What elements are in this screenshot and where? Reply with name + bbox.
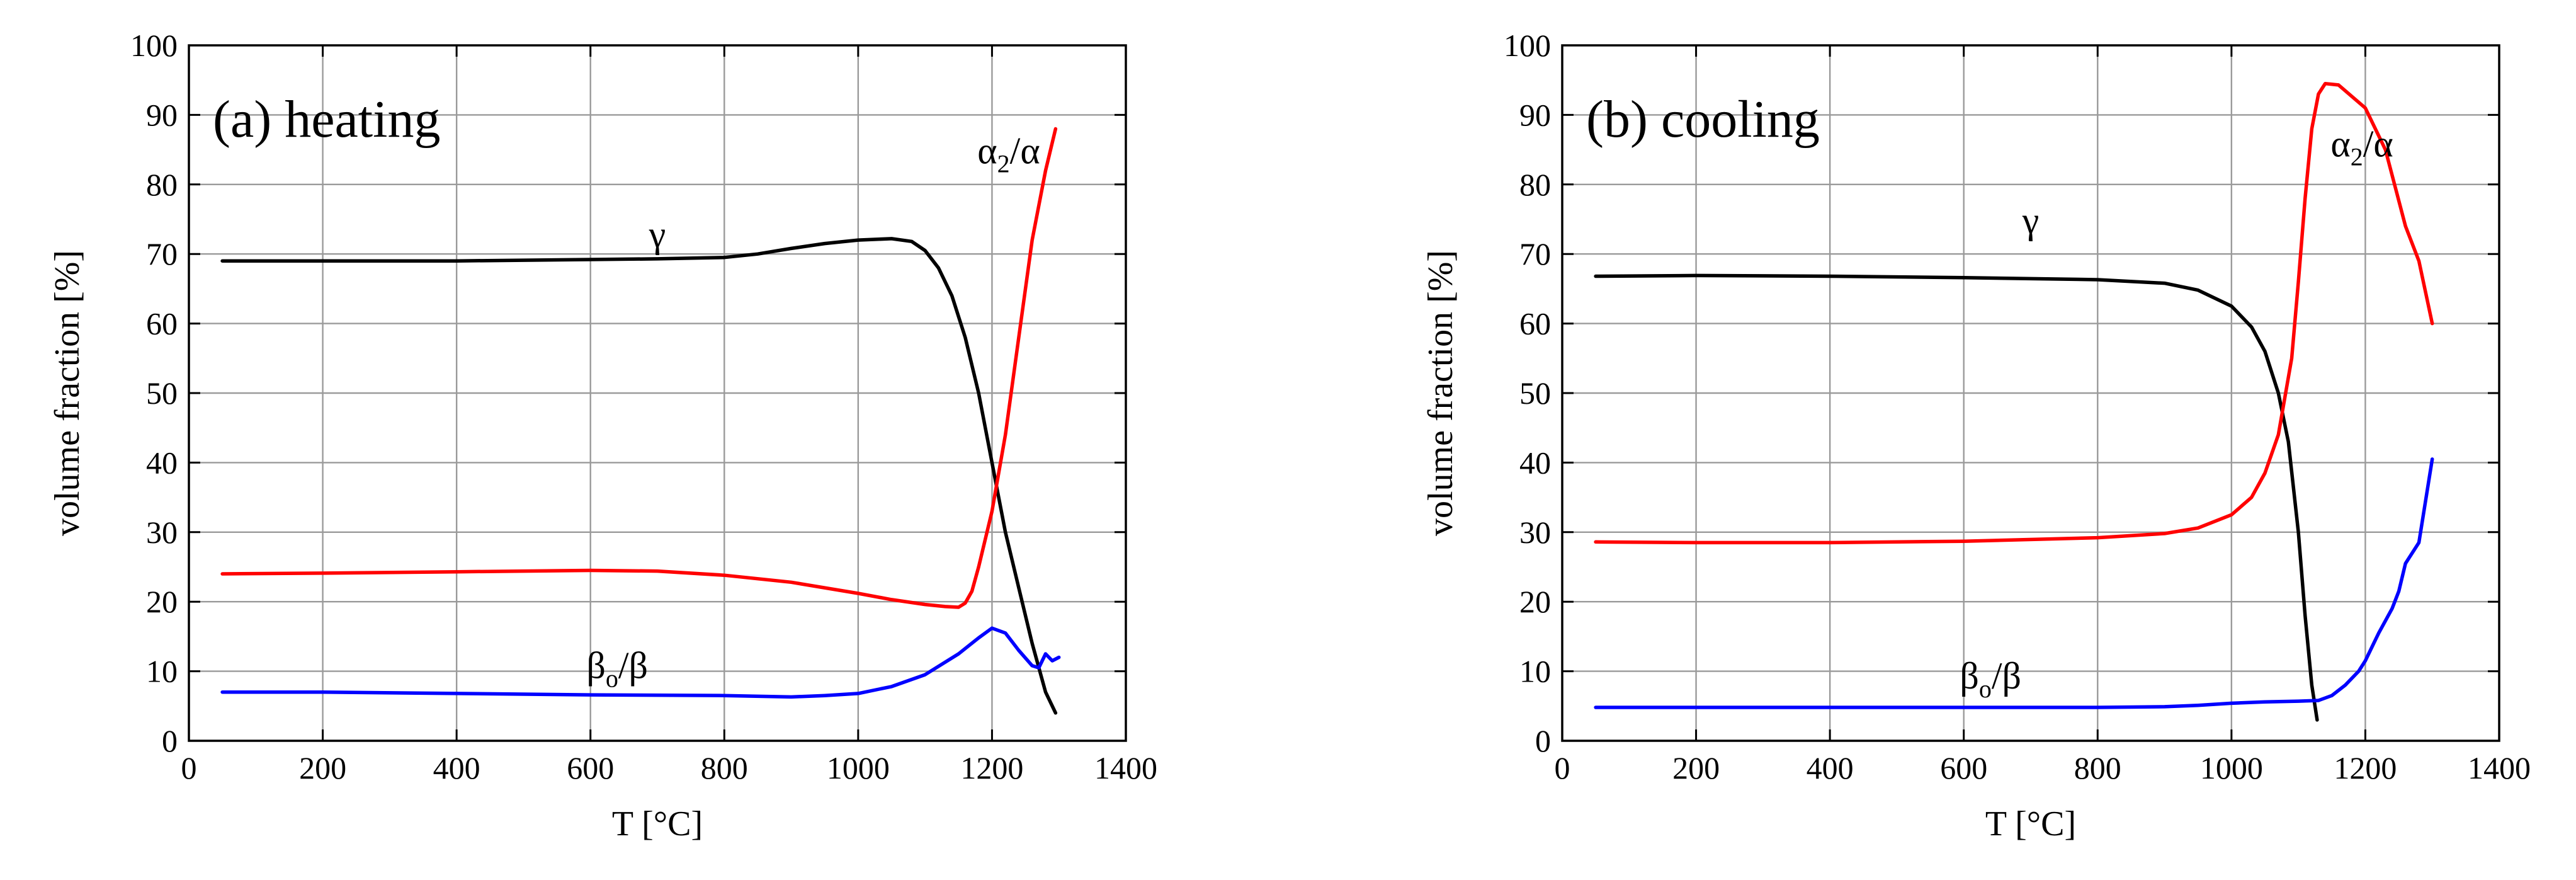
y-tick-label: 20 xyxy=(1519,584,1551,619)
y-tick-label: 50 xyxy=(1519,375,1551,411)
y-axis-label: volume fraction [%] xyxy=(1421,250,1460,536)
y-tick-label: 40 xyxy=(146,445,178,480)
y-tick-label: 60 xyxy=(146,306,178,341)
panel-title: (b) cooling xyxy=(1586,90,1820,149)
chart-panel-1: 0 200 400 600 800 1000 1200 1400 0 10 20 30 40 50 60 70… xyxy=(48,28,1157,843)
y-tick-label: 50 xyxy=(146,375,178,411)
x-tick-label: 1200 xyxy=(2334,750,2397,786)
y-tick-label: 70 xyxy=(1519,236,1551,271)
y-tick-label: 70 xyxy=(146,236,178,271)
series-line-beta xyxy=(1594,457,2434,709)
y-axis-label: volume fraction [%] xyxy=(48,250,87,536)
curve-label: βo/β xyxy=(586,645,648,693)
y-tick-label: 30 xyxy=(146,515,178,550)
panel-title: (a) heating xyxy=(213,90,440,149)
y-tick-label: 0 xyxy=(1535,723,1551,758)
x-axis-label: T [°C] xyxy=(612,804,703,843)
y-tick-label: 90 xyxy=(146,97,178,132)
x-tick-label: 0 xyxy=(181,750,197,786)
x-tick-label: 1400 xyxy=(2468,750,2531,786)
x-tick-label: 800 xyxy=(701,750,748,786)
y-tick-label: 80 xyxy=(1519,167,1551,202)
curve-label: α2/α xyxy=(2330,123,2393,171)
curve-label: γ xyxy=(649,214,666,255)
curve-label: βo/β xyxy=(1960,655,2021,703)
y-tick-label: 80 xyxy=(146,167,178,202)
x-tick-label: 400 xyxy=(1807,750,1854,786)
x-tick-label: 600 xyxy=(567,750,614,786)
y-tick-label: 90 xyxy=(1519,97,1551,132)
x-tick-label: 600 xyxy=(1940,750,1987,786)
y-tick-label: 100 xyxy=(130,28,178,63)
x-tick-label: 1400 xyxy=(1094,750,1157,786)
series-line-beta xyxy=(220,626,1061,699)
y-tick-label: 60 xyxy=(1519,306,1551,341)
y-tick-label: 0 xyxy=(162,723,178,758)
chart-panel-2: 0 200 400 600 800 1000 1200 1400 0 10 20 30 40 50 60 70… xyxy=(1421,28,2531,843)
x-tick-label: 200 xyxy=(1672,750,1720,786)
x-tick-label: 200 xyxy=(299,750,346,786)
series-line-gamma xyxy=(1594,273,2319,722)
y-tick-label: 10 xyxy=(1519,654,1551,689)
y-tick-label: 10 xyxy=(146,654,178,689)
y-tick-label: 20 xyxy=(146,584,178,619)
x-tick-label: 1200 xyxy=(960,750,1023,786)
y-tick-label: 30 xyxy=(1519,515,1551,550)
x-tick-label: 0 xyxy=(1555,750,1570,786)
x-tick-label: 400 xyxy=(433,750,480,786)
y-tick-label: 100 xyxy=(1504,28,1551,63)
x-tick-label: 1000 xyxy=(827,750,890,786)
curve-label: γ xyxy=(2022,200,2040,241)
y-tick-label: 40 xyxy=(1519,445,1551,480)
x-tick-label: 1000 xyxy=(2200,750,2263,786)
series-line-alpha xyxy=(1594,81,2434,545)
series-line-gamma xyxy=(220,237,1058,715)
x-axis-label: T [°C] xyxy=(1985,804,2076,843)
series-line-alpha xyxy=(220,127,1058,609)
x-tick-label: 800 xyxy=(2074,750,2121,786)
curve-label: α2/α xyxy=(977,130,1040,178)
